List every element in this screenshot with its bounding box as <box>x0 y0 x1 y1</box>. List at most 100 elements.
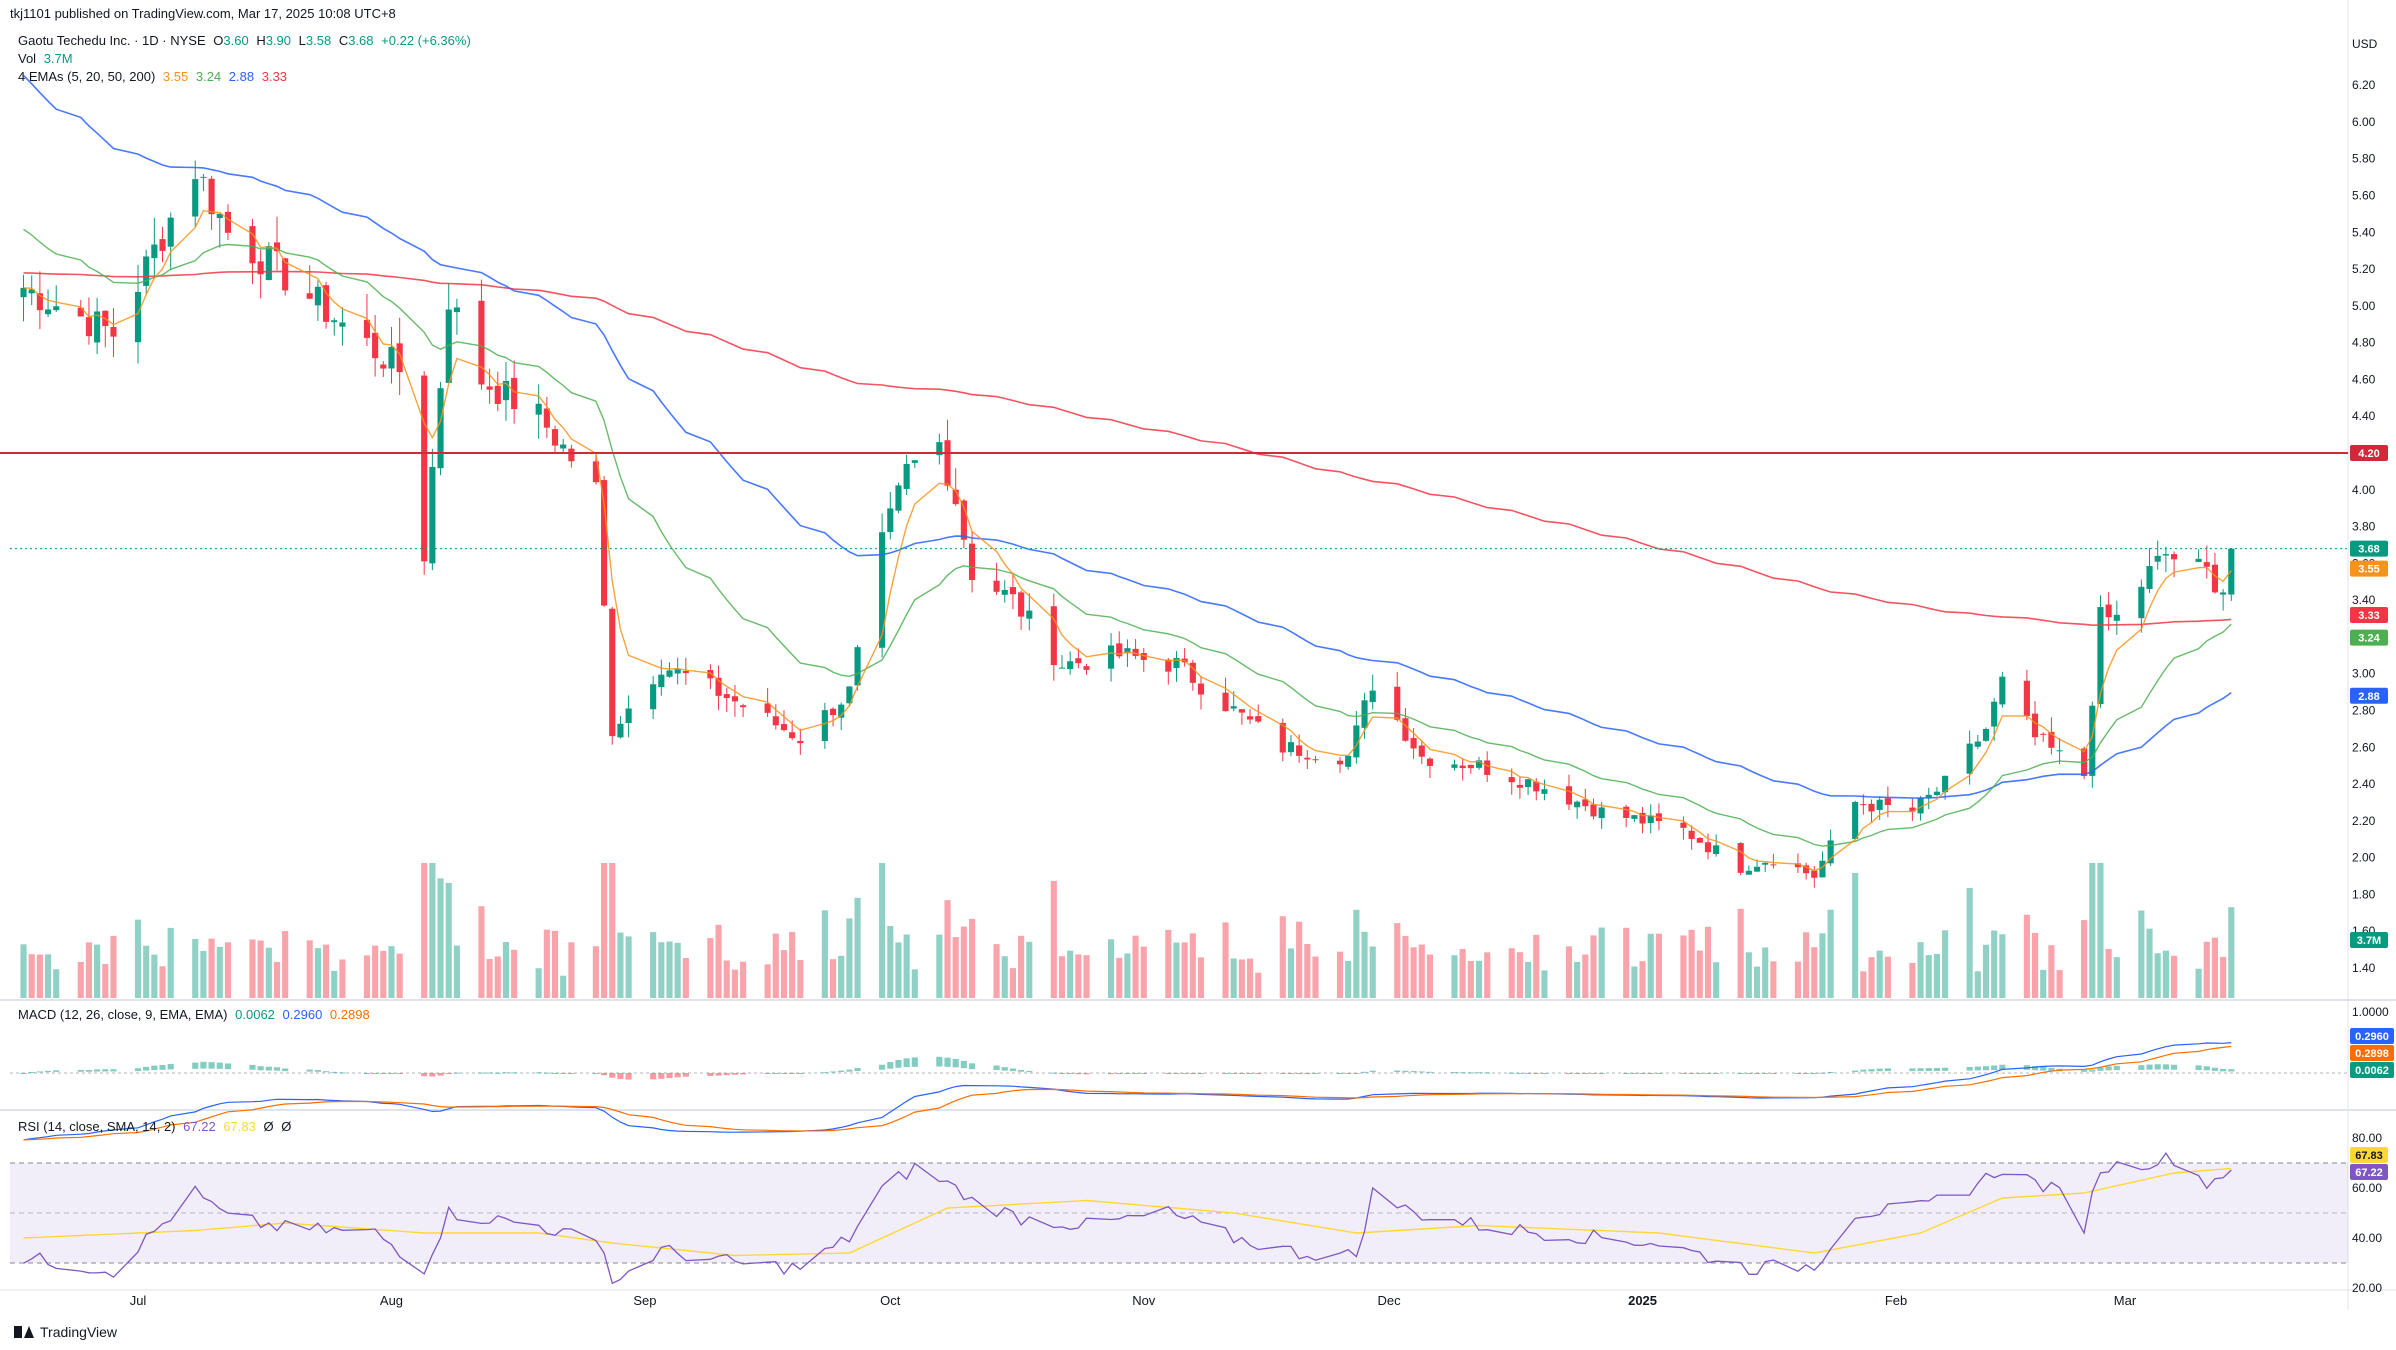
volume-bar <box>1631 966 1638 998</box>
candle-body <box>502 381 510 401</box>
macd-histogram-bar <box>879 1064 886 1070</box>
macd-histogram-bar <box>1140 1073 1147 1074</box>
volume-tag-bg <box>2350 932 2388 948</box>
macd-histogram-bar <box>1312 1073 1319 1074</box>
volume-bar <box>1140 946 1147 998</box>
macd-histogram-bar <box>682 1073 689 1077</box>
volume-bar <box>821 910 828 998</box>
candle-body <box>282 258 289 291</box>
candle-body <box>821 710 828 742</box>
price-tick-label: 1.40 <box>2352 961 2376 975</box>
macd-histogram-bar <box>1026 1070 1033 1073</box>
macd-histogram-bar <box>936 1056 943 1067</box>
candle-body <box>511 377 518 410</box>
macd-histogram-bar <box>1770 1073 1777 1074</box>
volume-bar <box>1001 956 1008 998</box>
candle-body <box>1484 760 1491 775</box>
macd-histogram-bar <box>1426 1071 1434 1073</box>
change-value: +0.22 (+6.36%) <box>381 33 471 48</box>
macd-histogram-bar <box>388 1073 395 1074</box>
macd-tag-bg <box>2350 1045 2394 1061</box>
volume-bar <box>1508 948 1515 998</box>
volume-bar <box>1181 942 1188 998</box>
volume-bar <box>1353 909 1360 998</box>
volume-bar <box>625 936 632 998</box>
candle-body <box>740 705 747 708</box>
price-tick-label: 5.40 <box>2352 225 2376 239</box>
rsi-tag-label: 67.83 <box>2355 1150 2383 1162</box>
volume-bar <box>658 942 665 998</box>
price-tick-label: 2.60 <box>2352 740 2376 754</box>
volume-bar <box>1296 921 1303 998</box>
candle-body <box>1762 862 1769 865</box>
close-value: 3.68 <box>348 33 374 48</box>
macd-histogram-bar <box>592 1073 599 1074</box>
volume-bar <box>1075 954 1082 998</box>
macd-histogram-bar <box>192 1062 199 1069</box>
candle-body <box>224 211 232 233</box>
candle-body <box>1982 728 1990 741</box>
candle-body <box>28 289 35 294</box>
candle-body <box>1197 683 1205 695</box>
candle-body <box>1884 798 1891 806</box>
price-tick-label: 3.80 <box>2352 520 2376 534</box>
ema20-line <box>23 228 2232 847</box>
candle-body <box>1508 777 1515 783</box>
volume-bar <box>568 942 575 998</box>
candle-body <box>731 696 738 702</box>
macd-histogram-bar <box>887 1062 894 1069</box>
macd-histogram-bar <box>2170 1064 2178 1070</box>
volume-bar <box>249 939 256 998</box>
volume-bar <box>94 944 101 998</box>
candle-body <box>1794 863 1801 868</box>
volume-tag: 3.7M <box>2350 932 2388 948</box>
candle-body <box>494 385 501 404</box>
volume-bar <box>143 945 150 998</box>
macd-histogram-bar <box>1533 1073 1540 1074</box>
candle-body <box>1001 589 1008 595</box>
volume-bar <box>993 944 1000 998</box>
volume-bar <box>1475 960 1483 998</box>
volume-legend: Vol 3.7M <box>18 50 77 68</box>
macd-tag-bg <box>2350 1028 2394 1044</box>
volume-bar <box>1680 935 1687 998</box>
volume-bar <box>674 942 681 998</box>
volume-bar <box>936 934 943 998</box>
candle-body <box>658 674 665 688</box>
macd-histogram-bar <box>323 1071 330 1073</box>
volume-bar <box>110 935 117 998</box>
macd-signal-line <box>23 1045 2232 1141</box>
candle-body <box>53 306 60 311</box>
symbol-legend: Gaotu Techedu Inc. · 1D · NYSE O3.60 H3.… <box>18 32 475 50</box>
volume-bar <box>1598 927 1605 998</box>
volume-bar <box>1083 955 1090 998</box>
volume-bar <box>1541 970 1548 998</box>
macd-histogram-bar <box>1238 1073 1245 1074</box>
volume-bar <box>1696 950 1703 998</box>
macd-histogram-bar <box>339 1072 346 1074</box>
volume-bar <box>36 954 43 998</box>
candle-body <box>167 217 174 247</box>
macd-histogram-bar <box>1966 1066 1973 1071</box>
resistance-tag-label: 4.20 <box>2358 448 2379 460</box>
candle-body <box>1770 864 1777 866</box>
candle-body <box>257 261 264 275</box>
volume-bar <box>2162 950 2169 998</box>
candle-body <box>429 466 436 564</box>
volume-bar <box>895 942 902 998</box>
candle-body <box>2097 607 2104 705</box>
price-tick-label: 5.00 <box>2352 299 2376 313</box>
candle-body <box>772 716 779 726</box>
volume-bar <box>2081 920 2088 998</box>
volume-bar <box>944 900 951 998</box>
candle-body <box>372 332 379 359</box>
volume-bar <box>1230 958 1237 998</box>
candle-body <box>1304 757 1311 760</box>
macd-histogram-bar <box>1598 1073 1605 1074</box>
candle-body <box>159 239 166 251</box>
volume-bar <box>838 955 845 998</box>
tradingview-logo[interactable]: TradingView <box>14 1324 117 1340</box>
macd-histogram-bar <box>1402 1070 1409 1073</box>
macd-histogram-bar <box>1353 1073 1360 1074</box>
